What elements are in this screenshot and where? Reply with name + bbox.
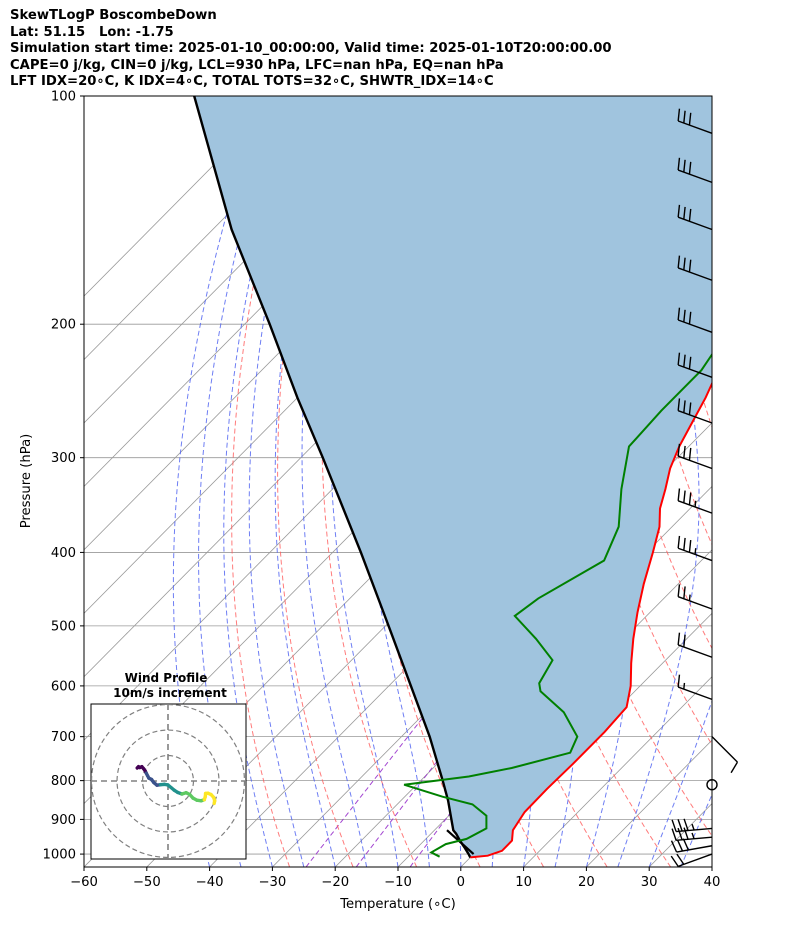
- moist-adiabat: [223, 96, 298, 867]
- dry-adiabat: [231, 96, 301, 867]
- wind-barb: [677, 535, 713, 562]
- simulation-times: Simulation start time: 2025-01-10_00:00:…: [10, 41, 612, 56]
- moist-adiabat: [711, 865, 712, 867]
- wind-barb: [671, 818, 713, 833]
- wind-barbs: [670, 108, 739, 868]
- wind-barb: [677, 157, 713, 184]
- y-tick-label: 100: [51, 90, 76, 105]
- isotherm-line: [84, 96, 346, 361]
- x-tick-label: −10: [384, 875, 412, 890]
- location-coordinates: Lat: 51.15 Lon: -1.75: [10, 24, 174, 40]
- wind-barb: [677, 584, 713, 610]
- x-tick-label: −40: [196, 875, 224, 890]
- x-tick-label: −50: [133, 875, 161, 890]
- wind-barb: [677, 443, 713, 470]
- x-tick-label: 10: [515, 875, 532, 890]
- wind-barb: [677, 108, 713, 134]
- moist-adiabat: [648, 699, 712, 867]
- sounding-lines: [193, 96, 712, 859]
- cin-fill-area: [194, 96, 712, 858]
- hodograph: [91, 704, 246, 859]
- wind-barb: [677, 632, 713, 658]
- moist-adiabat: [198, 96, 281, 867]
- x-tick-label: 20: [578, 875, 595, 890]
- y-axis-label: Pressure (hPa): [19, 434, 34, 529]
- y-tick-label: 900: [51, 813, 76, 828]
- wind-barb: [677, 488, 713, 514]
- x-tick-label: 30: [641, 875, 658, 890]
- inset-title: Wind Profile: [125, 671, 208, 685]
- moist-adiabat: [248, 96, 316, 867]
- dry-adiabat: [755, 96, 794, 867]
- x-tick-label: −60: [70, 875, 98, 890]
- dry-adiabat: [656, 96, 712, 429]
- wind-barb: [670, 838, 713, 853]
- x-tick-label: 0: [457, 875, 465, 890]
- x-axis-label: Temperature (∘C): [339, 897, 455, 912]
- moist-adiabat: [172, 96, 264, 867]
- wind-profile-inset: Wind Profile 10m/s increment: [90, 671, 247, 860]
- wind-barb: [677, 204, 713, 231]
- wind-barb: [677, 352, 713, 378]
- cin-cape-fill: [194, 96, 712, 858]
- hodograph-segment: [212, 799, 217, 806]
- y-tick-label: 300: [51, 451, 76, 466]
- isotherm-line: [84, 96, 283, 297]
- wind-barb: [670, 853, 713, 868]
- y-tick-label: 200: [51, 318, 76, 333]
- isotherm-line: [711, 866, 712, 867]
- x-tick-label: −20: [321, 875, 349, 890]
- dry-adiabat: [723, 96, 794, 867]
- wind-barb: [677, 674, 713, 701]
- moist-adiabat: [680, 793, 712, 867]
- wind-barb: [677, 255, 713, 281]
- dry-adiabat: [277, 96, 354, 867]
- parcel-dry-segment: [446, 829, 475, 855]
- wind-barb: [677, 398, 713, 424]
- chart-title: SkewTLogP BoscombeDown: [10, 8, 217, 23]
- chart-header: SkewTLogP BoscombeDown Lat: 51.15 Lon: -…: [10, 8, 790, 91]
- isotherm-line: [523, 676, 712, 867]
- hodograph-ring: [116, 729, 220, 833]
- y-tick-label: 800: [51, 774, 76, 789]
- wind-barb: [677, 307, 713, 333]
- y-tick-label: 600: [51, 679, 76, 694]
- moist-adiabat: [274, 96, 336, 867]
- index-parameters: LFT IDX=20∘C, K IDX=4∘C, TOTAL TOTS=32∘C…: [10, 74, 494, 89]
- y-tick-label: 500: [51, 619, 76, 634]
- x-tick-label: −30: [258, 875, 286, 890]
- stability-parameters: CAPE=0 j/kg, CIN=0 j/kg, LCL=930 hPa, LF…: [10, 57, 504, 73]
- dewpoint-line: [403, 352, 712, 858]
- y-axis-ticks: 100 200 300 400 500 600 700 800 900 1000: [42, 90, 84, 863]
- mixing-ratio-line: [305, 685, 449, 867]
- temperature-line: [470, 381, 712, 859]
- dry-adiabat: [788, 96, 794, 867]
- x-tick-label: 40: [704, 875, 721, 890]
- x-axis-ticks: −60 −50 −40 −30 −20 −10 0 10 20 30 40: [70, 867, 720, 890]
- wind-barb: [671, 827, 713, 842]
- y-tick-label: 400: [51, 546, 76, 561]
- moist-adiabat: [617, 96, 700, 867]
- inset-subtitle: 10m/s increment: [113, 686, 227, 700]
- y-tick-label: 700: [51, 730, 76, 745]
- wind-barb: [711, 736, 739, 774]
- y-tick-label: 1000: [42, 848, 76, 863]
